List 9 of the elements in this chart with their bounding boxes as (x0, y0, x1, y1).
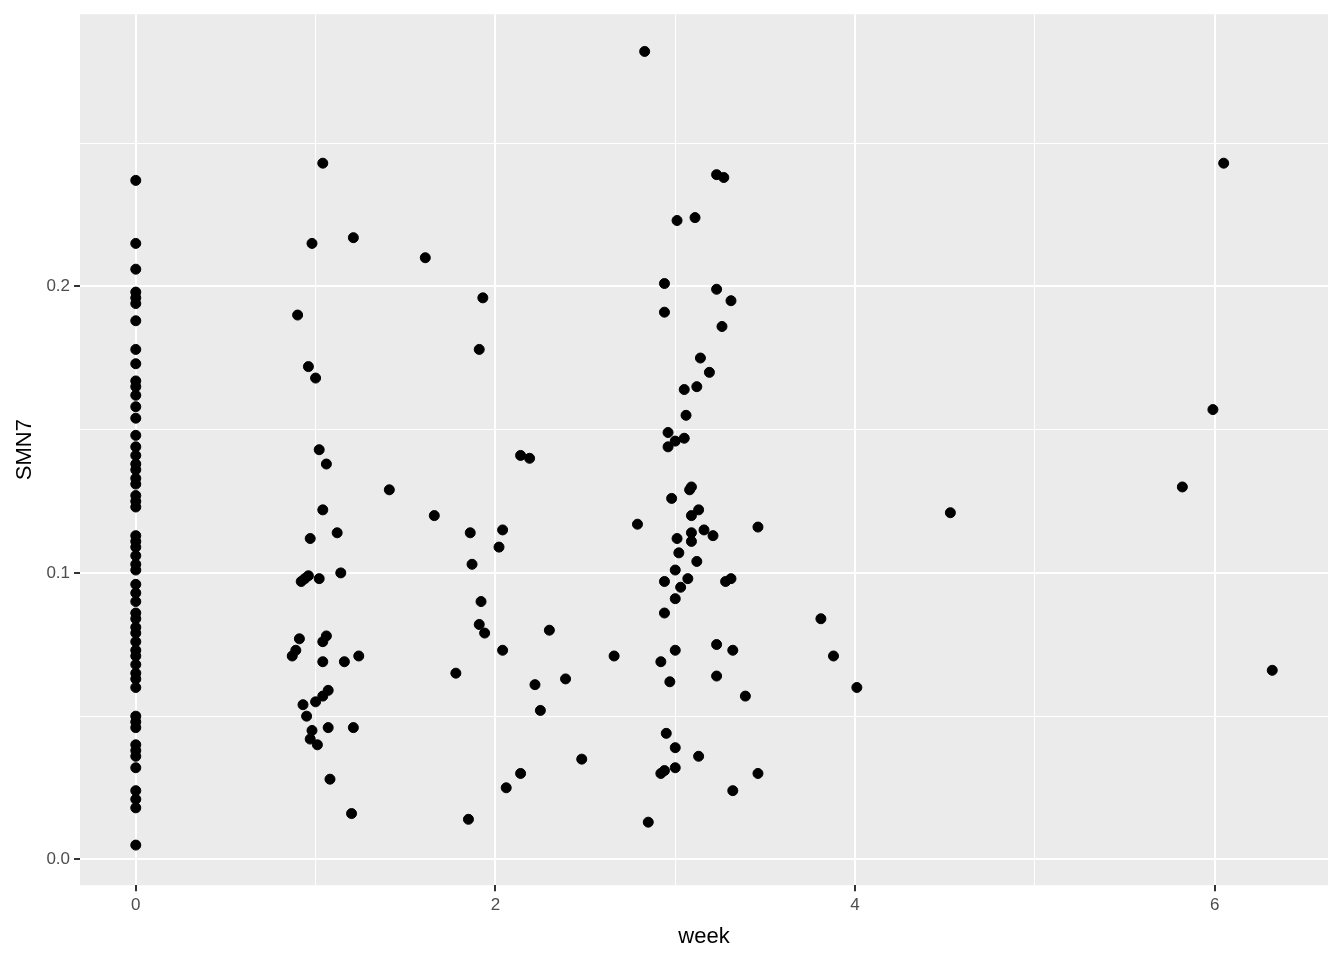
x-tick-label: 4 (850, 895, 860, 915)
x-axis-title: week (677, 922, 731, 948)
y-axis-title: SMN7 (11, 419, 37, 481)
y-tick-label: 0.2 (46, 276, 71, 296)
x-tick-label: 0 (131, 895, 141, 915)
y-tick-label: 0.0 (46, 849, 71, 869)
y-tick-label: 0.1 (46, 562, 71, 582)
x-tick-label: 2 (490, 895, 501, 915)
x-tick-label: 6 (1209, 895, 1220, 915)
